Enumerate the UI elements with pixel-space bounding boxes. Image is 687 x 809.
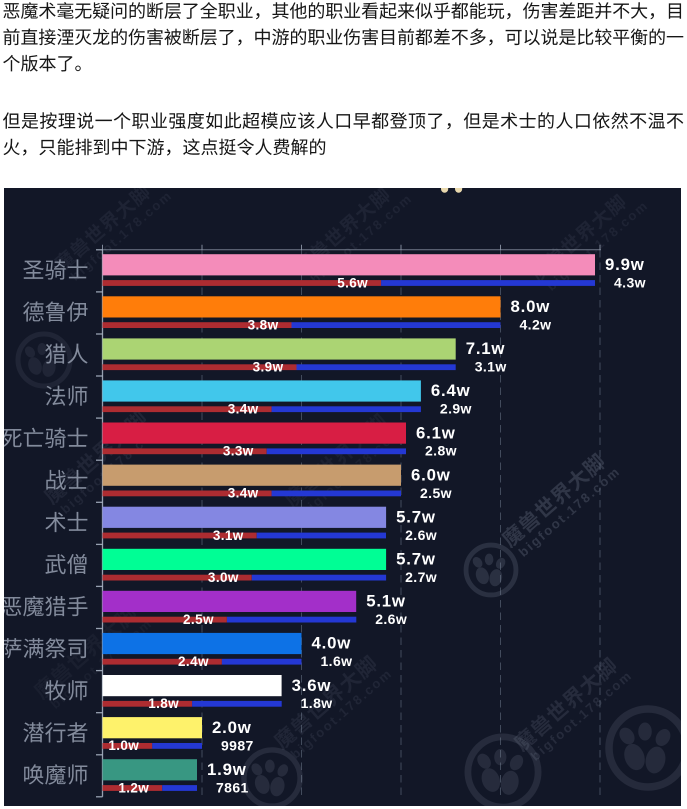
svg-text:1.8w: 1.8w bbox=[148, 696, 179, 711]
svg-text:5.7w: 5.7w bbox=[396, 508, 436, 527]
svg-text:6.4w: 6.4w bbox=[431, 381, 471, 400]
svg-text:1.9w: 1.9w bbox=[207, 760, 247, 779]
svg-text:2.5w: 2.5w bbox=[183, 612, 214, 627]
svg-text:2.9w: 2.9w bbox=[440, 401, 472, 417]
svg-text:8.0w: 8.0w bbox=[511, 297, 551, 316]
svg-text:1.2w: 1.2w bbox=[118, 780, 149, 795]
svg-text:2.4w: 2.4w bbox=[178, 654, 209, 669]
svg-text:5.7w: 5.7w bbox=[396, 550, 436, 569]
svg-text:2.0w: 2.0w bbox=[212, 718, 252, 737]
svg-text:4.0w: 4.0w bbox=[312, 634, 352, 653]
svg-text:7.1w: 7.1w bbox=[466, 339, 506, 358]
svg-text:5.6w: 5.6w bbox=[337, 275, 368, 290]
svg-text:3.0w: 3.0w bbox=[208, 570, 239, 585]
svg-text:3.4w: 3.4w bbox=[228, 402, 259, 417]
svg-text:3.4w: 3.4w bbox=[228, 486, 259, 501]
svg-text:6.0w: 6.0w bbox=[411, 465, 451, 484]
svg-text:7861: 7861 bbox=[216, 779, 249, 795]
svg-text:1.0w: 1.0w bbox=[108, 738, 139, 753]
svg-text:4.3w: 4.3w bbox=[614, 274, 646, 290]
svg-text:1.6w: 1.6w bbox=[321, 653, 353, 669]
svg-text:2.6w: 2.6w bbox=[375, 611, 407, 627]
svg-text:2.8w: 2.8w bbox=[425, 443, 457, 459]
svg-text:9.9w: 9.9w bbox=[605, 255, 645, 274]
svg-text:2.6w: 2.6w bbox=[405, 527, 437, 543]
svg-text:2.5w: 2.5w bbox=[420, 485, 452, 501]
svg-text:3.1w: 3.1w bbox=[475, 359, 507, 375]
svg-text:6.1w: 6.1w bbox=[416, 423, 456, 442]
svg-text:2.7w: 2.7w bbox=[405, 569, 437, 585]
svg-text:4.2w: 4.2w bbox=[520, 317, 552, 333]
svg-text:1.8w: 1.8w bbox=[301, 695, 333, 711]
svg-text:3.8w: 3.8w bbox=[248, 317, 279, 332]
svg-text:3.6w: 3.6w bbox=[292, 676, 332, 695]
svg-text:9987: 9987 bbox=[221, 737, 254, 753]
svg-text:5.1w: 5.1w bbox=[366, 592, 406, 611]
svg-text:3.1w: 3.1w bbox=[213, 528, 244, 543]
svg-text:3.9w: 3.9w bbox=[253, 360, 284, 375]
svg-text:3.3w: 3.3w bbox=[223, 444, 254, 459]
